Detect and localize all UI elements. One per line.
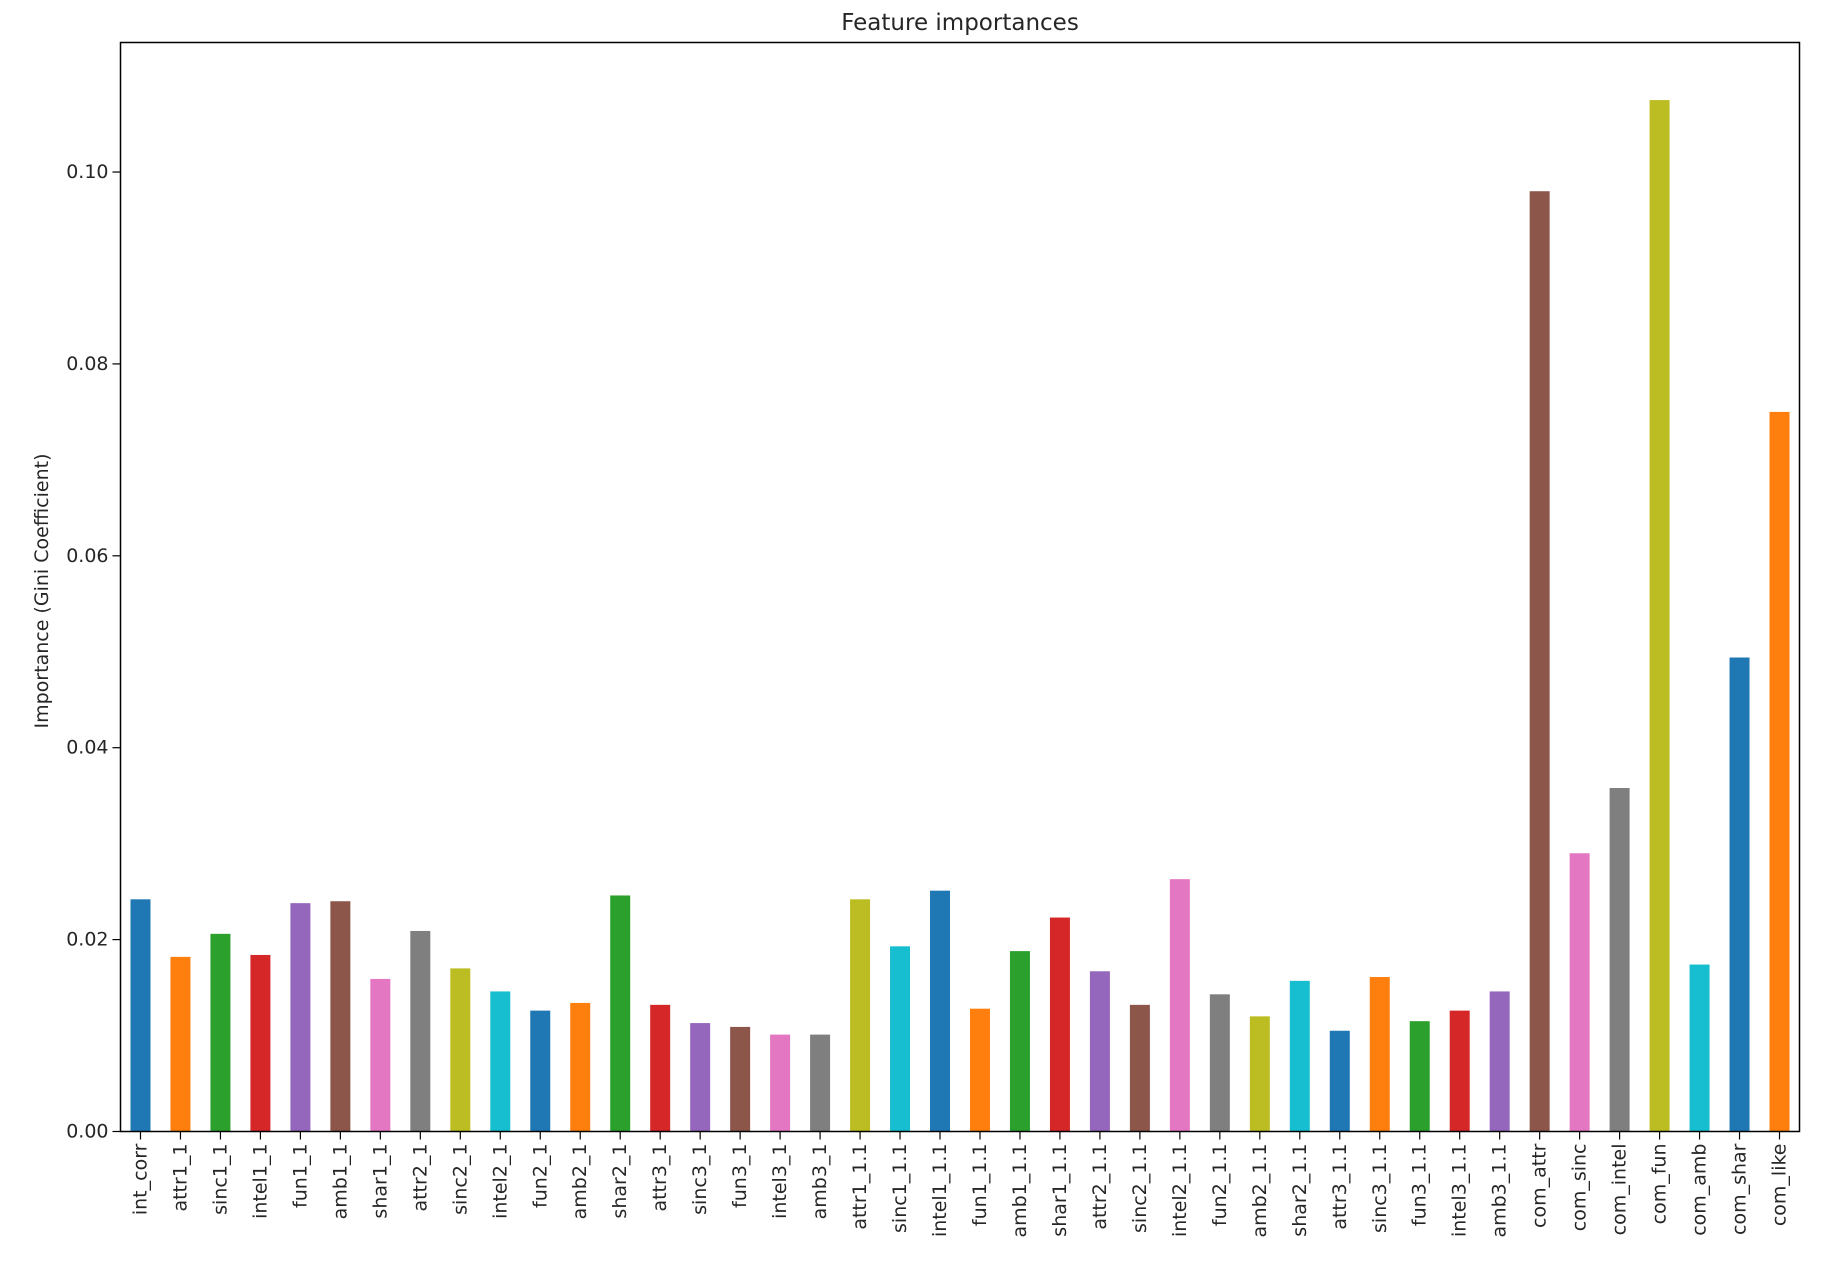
bar-com_shar — [1729, 657, 1750, 1132]
x-tick-label: sinc2_1 — [449, 1144, 471, 1215]
x-tick-label: com_fun — [1649, 1144, 1671, 1225]
x-tick-label: amb2_1 — [569, 1144, 591, 1220]
bar-attr3_1.1 — [1329, 1030, 1350, 1132]
bar-fun2_1.1 — [1209, 994, 1230, 1132]
y-tick-label: 0.06 — [66, 545, 108, 567]
bar-attr1_1 — [170, 956, 191, 1132]
x-axis-ticks: int_corr attr1_1 sinc1_1 intel1_1 fun1_1 amb1… — [129, 1131, 1791, 1238]
x-tick-label: shar2_1 — [609, 1144, 631, 1219]
bar-amb2_1 — [570, 1002, 591, 1132]
bar-fun3_1 — [730, 1026, 751, 1132]
bar-fun1_1.1 — [969, 1008, 990, 1132]
x-tick-label: com_shar — [1729, 1143, 1751, 1235]
x-tick-label: fun1_1 — [289, 1144, 311, 1208]
x-tick-label: sinc3_1.1 — [1369, 1144, 1391, 1233]
x-tick-label: attr2_1.1 — [1089, 1144, 1111, 1230]
x-tick-label: amb3_1 — [809, 1144, 831, 1220]
bar-amb3_1 — [810, 1034, 831, 1132]
bar-amb2_1.1 — [1249, 1016, 1270, 1132]
x-tick-label: com_intel — [1609, 1144, 1631, 1236]
bar-amb3_1.1 — [1489, 991, 1510, 1132]
bar-intel2_1.1 — [1169, 879, 1190, 1132]
bar-intel1_1.1 — [930, 890, 951, 1132]
bar-com_sinc — [1569, 853, 1590, 1132]
bar-sinc1_1.1 — [890, 946, 911, 1132]
y-tick-label: 0.08 — [66, 353, 108, 375]
x-tick-label: attr3_1.1 — [1329, 1144, 1351, 1230]
x-tick-label: shar2_1.1 — [1289, 1144, 1311, 1237]
bar-intel1_1 — [250, 954, 271, 1132]
x-tick-label: amb3_1.1 — [1489, 1144, 1511, 1238]
bar-intel3_1 — [770, 1034, 791, 1132]
x-tick-label: int_corr — [129, 1143, 151, 1215]
x-tick-label: intel2_1 — [489, 1144, 511, 1219]
y-tick-label: 0.04 — [66, 737, 108, 759]
x-tick-label: intel1_1 — [249, 1144, 271, 1219]
x-tick-label: intel2_1.1 — [1169, 1144, 1191, 1238]
bar-sinc2_1.1 — [1129, 1004, 1150, 1132]
bar-fun1_1 — [290, 903, 311, 1132]
x-tick-label: fun2_1 — [529, 1144, 551, 1208]
bar-sinc1_1 — [210, 933, 231, 1132]
plot-frame — [119, 41, 1801, 1133]
bar-shar1_1 — [370, 978, 391, 1132]
bar-com_attr — [1529, 191, 1550, 1132]
x-tick-label: shar1_1 — [369, 1144, 391, 1219]
x-tick-label: intel3_1 — [769, 1144, 791, 1219]
x-tick-label: sinc1_1.1 — [889, 1144, 911, 1233]
bar-attr2_1 — [410, 930, 431, 1132]
y-tick-label: 0.00 — [66, 1121, 108, 1143]
y-axis-label: Importance (Gini Coefficient) — [31, 454, 53, 729]
x-tick-label: com_attr — [1529, 1143, 1551, 1228]
x-tick-label: intel3_1.1 — [1449, 1144, 1471, 1238]
x-tick-label: attr3_1 — [649, 1144, 671, 1212]
bar-intel2_1 — [490, 991, 511, 1132]
x-tick-label: sinc1_1 — [209, 1144, 231, 1215]
x-tick-label: com_like — [1769, 1144, 1791, 1227]
x-tick-label: attr1_1.1 — [849, 1144, 871, 1230]
bars-group — [130, 100, 1790, 1132]
bar-sinc3_1 — [690, 1023, 711, 1132]
bar-com_fun — [1649, 100, 1670, 1132]
bar-amb1_1 — [330, 901, 351, 1132]
x-tick-label: amb2_1.1 — [1249, 1144, 1271, 1238]
bar-sinc2_1 — [450, 968, 471, 1132]
x-tick-label: fun1_1.1 — [969, 1144, 991, 1227]
bar-attr1_1.1 — [850, 899, 871, 1132]
x-tick-label: com_sinc — [1569, 1144, 1591, 1232]
y-tick-label: 0.02 — [66, 929, 108, 951]
x-tick-label: sinc3_1 — [689, 1144, 711, 1215]
bar-intel3_1.1 — [1449, 1010, 1470, 1132]
bar-fun2_1 — [530, 1010, 551, 1132]
x-tick-label: attr2_1 — [409, 1144, 431, 1212]
x-tick-label: attr1_1 — [169, 1144, 191, 1212]
x-tick-label: amb1_1.1 — [1009, 1144, 1031, 1238]
bar-int_corr — [130, 899, 151, 1132]
bar-com_amb — [1689, 964, 1710, 1132]
chart-title: Feature importances — [841, 10, 1079, 36]
bar-attr2_1.1 — [1089, 971, 1110, 1132]
x-tick-label: fun2_1.1 — [1209, 1144, 1231, 1227]
x-tick-label: amb1_1 — [329, 1144, 351, 1220]
bar-shar1_1.1 — [1049, 917, 1070, 1132]
bar-shar2_1.1 — [1289, 980, 1310, 1132]
bar-fun3_1.1 — [1409, 1021, 1430, 1132]
bar-attr3_1 — [650, 1004, 671, 1132]
x-tick-label: shar1_1.1 — [1049, 1144, 1071, 1237]
bar-com_like — [1769, 411, 1790, 1132]
x-tick-label: com_amb — [1689, 1144, 1711, 1236]
x-tick-label: fun3_1.1 — [1409, 1144, 1431, 1227]
x-tick-label: sinc2_1.1 — [1129, 1144, 1151, 1233]
bar-amb1_1.1 — [1009, 951, 1030, 1132]
bar-sinc3_1.1 — [1369, 977, 1390, 1132]
x-tick-label: intel1_1.1 — [929, 1144, 951, 1238]
y-tick-label: 0.10 — [66, 161, 108, 183]
bar-shar2_1 — [610, 895, 631, 1132]
bar-com_intel — [1609, 788, 1630, 1132]
y-axis-ticks: 0.00 0.02 0.04 0.06 0.08 0.10 — [66, 161, 121, 1143]
x-tick-label: fun3_1 — [729, 1144, 751, 1208]
